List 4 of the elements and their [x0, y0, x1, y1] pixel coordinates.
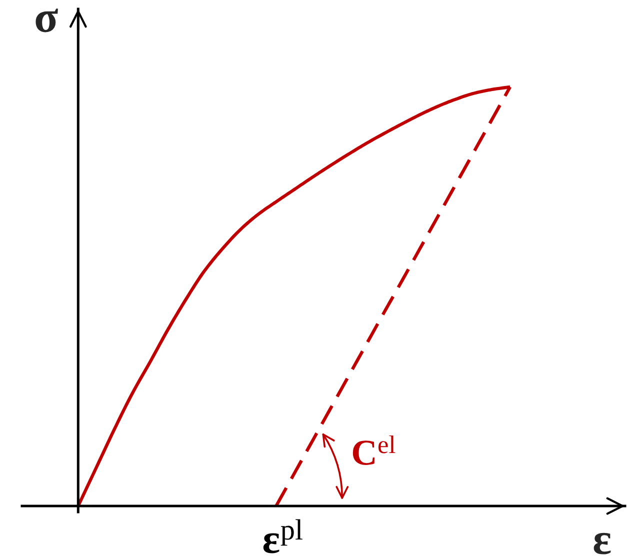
x-axis-title: ε: [594, 532, 611, 554]
annotation: ε$^{pl}$: [263, 519, 302, 554]
annotation: C$^{el}$: [352, 435, 396, 465]
y-axis-title: σ: [36, 8, 58, 32]
